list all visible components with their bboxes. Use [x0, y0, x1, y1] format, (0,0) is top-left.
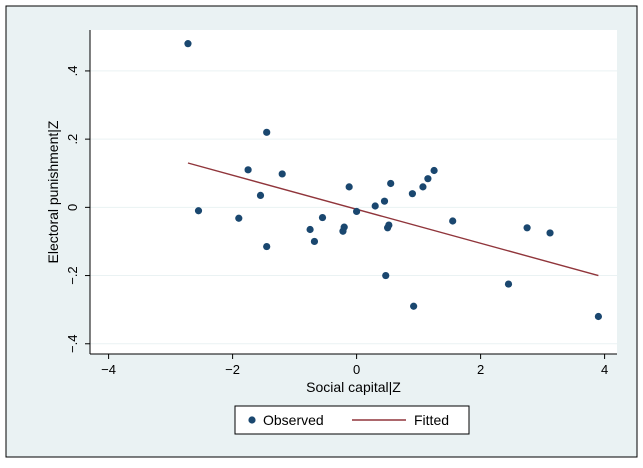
x-tick-label-3: 2 — [477, 362, 484, 377]
gridlines — [90, 70, 617, 345]
observed-point-5 — [263, 128, 271, 136]
observed-point-1 — [194, 207, 203, 215]
legend-observed-marker — [248, 416, 256, 424]
observed-point-20 — [387, 179, 395, 188]
observed-point-24 — [424, 175, 432, 183]
observed-point-29 — [546, 229, 554, 237]
observed-point-21 — [408, 190, 416, 198]
observed-point-0 — [184, 40, 192, 48]
y-tick-label-4: .4 — [65, 66, 80, 77]
observed-point-26 — [449, 217, 457, 225]
y-tick-label-2: 0 — [65, 204, 80, 211]
legend: Observed Fitted — [234, 405, 470, 435]
x-tick-label-2: 0 — [353, 362, 360, 377]
observed-point-10 — [318, 213, 327, 222]
x-axis-label: Social capital|Z — [306, 379, 401, 395]
observed-point-4 — [256, 191, 265, 200]
legend-fitted-label: Fitted — [414, 412, 449, 428]
x-tick-label-0: −4 — [101, 362, 116, 377]
observed-point-6 — [263, 242, 271, 251]
observed-point-19 — [385, 221, 393, 229]
y-axis-label: Electoral punishment|Z — [45, 120, 61, 263]
observed-point-14 — [353, 207, 361, 216]
observed-point-7 — [278, 170, 286, 178]
observed-series — [184, 40, 603, 321]
x-tick-label-1: −2 — [225, 362, 240, 377]
observed-point-30 — [594, 312, 603, 321]
y-tick-label-0: −.4 — [65, 335, 80, 353]
axes: −4 −2 0 2 4 −.4 −.2 0 .2 .4 — [65, 30, 617, 377]
observed-point-27 — [504, 280, 513, 288]
observed-point-22 — [410, 302, 418, 310]
observed-point-15 — [371, 202, 379, 210]
x-tick-label-4: 4 — [601, 362, 608, 377]
observed-point-9 — [310, 237, 319, 246]
observed-point-16 — [380, 197, 389, 205]
observed-point-28 — [523, 224, 531, 232]
fitted-line — [187, 162, 599, 277]
observed-point-13 — [345, 183, 353, 191]
plot-region — [90, 30, 617, 354]
y-tick-label-1: −.2 — [65, 266, 80, 284]
legend-observed-label: Observed — [263, 412, 324, 428]
observed-point-12 — [340, 223, 348, 231]
observed-point-2 — [235, 214, 243, 222]
observed-point-3 — [244, 166, 252, 174]
fitted-series — [187, 162, 599, 277]
observed-point-8 — [306, 225, 314, 234]
observed-point-17 — [382, 271, 390, 280]
observed-point-23 — [419, 183, 427, 191]
y-tick-label-3: .2 — [65, 134, 80, 145]
observed-point-25 — [430, 166, 438, 175]
